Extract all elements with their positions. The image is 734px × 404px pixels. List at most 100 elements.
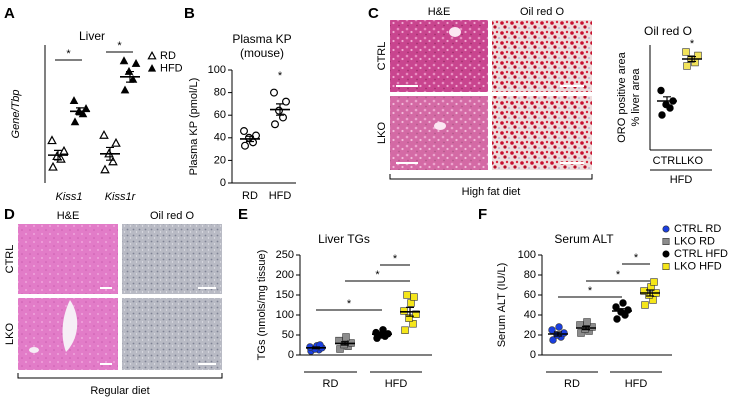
- panel-letter: C: [368, 5, 379, 22]
- panel-letter: A: [4, 5, 15, 22]
- x-tick-label: HFD: [385, 378, 408, 390]
- micrograph: [390, 20, 488, 92]
- panel-letter: F: [478, 206, 487, 223]
- error-bar: [341, 341, 349, 346]
- data-point: [662, 262, 670, 270]
- x-tick-label: Kiss1r: [105, 191, 137, 203]
- panel-letter: B: [184, 5, 195, 22]
- image-panel-c: C H&E Oil red O CTRL LKO High fat diet: [368, 5, 593, 198]
- y-tick-label: 100: [276, 309, 294, 321]
- y-tick-label: 200: [276, 269, 294, 281]
- data-point: [658, 111, 666, 119]
- error-bar: [246, 135, 254, 143]
- legend-label: CTRL RD: [674, 223, 721, 235]
- data-point: [147, 50, 157, 60]
- data-point: [240, 127, 249, 136]
- error-bar: [276, 103, 284, 116]
- legend-label: LKO HFD: [674, 260, 722, 272]
- data-point: [619, 299, 627, 307]
- data-point: [111, 137, 121, 147]
- significance-label: *: [278, 70, 283, 82]
- bracket: [389, 174, 593, 180]
- data-point: [409, 320, 417, 328]
- y-axis-label: TGs (nmols/mg tissue): [256, 250, 268, 361]
- data-point: [641, 301, 649, 309]
- data-point: [252, 131, 261, 140]
- data-point: [560, 329, 568, 337]
- image-panel-d: D H&E Oil red O CTRL LKO Regular diet: [4, 206, 223, 397]
- micrograph: [18, 224, 118, 294]
- significance-label: *: [634, 252, 639, 264]
- data-point: [270, 88, 279, 97]
- x-tick-label: Kiss1: [56, 191, 83, 203]
- y-tick-label: 60: [524, 289, 536, 301]
- column-label: H&E: [57, 210, 80, 222]
- significance-label: *: [347, 298, 352, 310]
- x-tick-label: HFD: [625, 378, 648, 390]
- y-axis-label: % liver area: [630, 68, 642, 127]
- data-point: [410, 293, 418, 301]
- data-point: [403, 291, 411, 299]
- data-point: [282, 97, 291, 106]
- data-point: [336, 345, 344, 353]
- data-point: [657, 86, 665, 95]
- caption: High fat diet: [462, 186, 521, 198]
- y-tick-label: 40: [214, 132, 226, 144]
- chart-title: Serum ALT: [554, 232, 614, 246]
- error-bar: [76, 107, 84, 116]
- y-tick-label: 250: [276, 249, 294, 261]
- chart-subtitle: (mouse): [240, 46, 284, 60]
- legend-label: LKO RD: [674, 235, 715, 247]
- data-point: [379, 326, 387, 334]
- panel-letter: E: [238, 206, 248, 223]
- data-point: [412, 310, 420, 318]
- column-label: Oil red O: [150, 210, 194, 222]
- column-label: H&E: [428, 6, 451, 18]
- data-point: [612, 303, 620, 311]
- column-label: Oil red O: [520, 6, 564, 18]
- significance-label: *: [66, 48, 71, 60]
- micrograph: [122, 224, 222, 294]
- y-tick-label: 20: [214, 154, 226, 166]
- significance-label: *: [588, 285, 593, 297]
- row-label: LKO: [376, 122, 388, 144]
- data-point: [555, 323, 563, 331]
- data-point: [70, 117, 80, 126]
- chart-title: Plasma KP: [232, 32, 291, 46]
- row-label: LKO: [4, 323, 16, 345]
- y-tick-label: 150: [276, 289, 294, 301]
- data-point: [120, 85, 130, 94]
- data-point: [549, 336, 557, 344]
- data-point: [662, 100, 670, 109]
- vessel: [434, 122, 446, 130]
- error-bar: [618, 308, 626, 314]
- data-point: [624, 306, 632, 314]
- error-bar: [646, 289, 654, 297]
- y-tick-label: 80: [214, 87, 226, 99]
- panel-letter: D: [4, 206, 15, 223]
- x-tick-label: CTRL: [653, 155, 682, 167]
- y-tick-label: 0: [288, 349, 294, 361]
- data-point: [131, 58, 141, 67]
- data-point: [245, 133, 254, 142]
- vessel: [62, 300, 78, 352]
- data-point: [275, 106, 284, 115]
- y-tick-label: 0: [220, 177, 226, 189]
- vessel: [29, 347, 39, 353]
- significance-label: *: [117, 40, 122, 52]
- data-point: [583, 318, 591, 326]
- significance-label: *: [616, 269, 621, 281]
- x-tick-label: RD: [564, 378, 580, 390]
- error-bar: [554, 331, 562, 337]
- group-label: HFD: [670, 174, 693, 186]
- error-bar: [582, 325, 590, 331]
- y-axis-label: ORO positive area: [616, 51, 628, 142]
- error-bar: [688, 55, 696, 63]
- legend-label: RD: [160, 50, 176, 62]
- data-point: [108, 156, 118, 166]
- data-point: [662, 225, 670, 233]
- y-tick-label: 100: [208, 64, 226, 76]
- chart-title: Liver TGs: [318, 232, 370, 246]
- data-point: [650, 278, 658, 286]
